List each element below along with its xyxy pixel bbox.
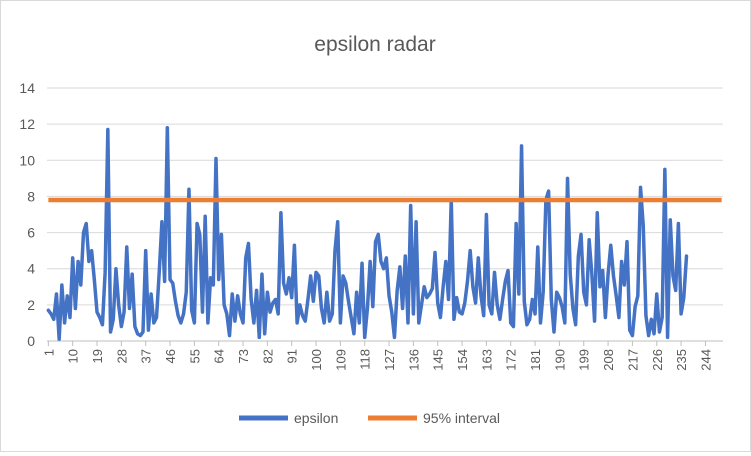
x-tick-label: 163 [479, 349, 494, 371]
x-tick-label: 172 [504, 349, 519, 371]
x-tick-label: 154 [455, 349, 470, 371]
x-tick-label: 91 [285, 349, 300, 363]
y-tick-label: 4 [27, 261, 35, 277]
x-tick-label: 82 [260, 349, 275, 363]
series-layer [46, 126, 722, 341]
x-tick-label: 109 [333, 349, 348, 371]
y-tick-label: 2 [27, 297, 35, 313]
y-tick-label: 14 [19, 80, 35, 96]
legend: epsilon 95% interval [239, 410, 500, 426]
x-tick-label: 226 [650, 349, 665, 371]
y-tick-label: 6 [27, 225, 35, 241]
x-tick-label: 1 [41, 349, 56, 356]
x-tick-label: 217 [625, 349, 640, 371]
x-tick-label: 127 [382, 349, 397, 371]
x-axis-ticks: 1 10 19 28 37 46 55 64 73 82 91 100 109 118 127 136 145 1… [41, 341, 713, 371]
x-tick-label: 118 [358, 349, 373, 370]
x-tick-label: 64 [212, 349, 227, 363]
x-tick-label: 73 [236, 349, 251, 363]
x-tick-label: 208 [601, 349, 616, 371]
x-tick-label: 10 [66, 349, 81, 363]
x-tick-label: 46 [163, 349, 178, 363]
x-tick-label: 244 [698, 349, 713, 371]
x-tick-label: 136 [406, 349, 421, 371]
x-tick-label: 145 [431, 349, 446, 371]
x-tick-label: 28 [114, 349, 129, 363]
legend-label-95-interval: 95% interval [423, 410, 500, 426]
x-tick-label: 181 [528, 349, 543, 371]
x-tick-label: 199 [577, 349, 592, 371]
y-axis-ticks: 0 2 4 6 8 10 12 14 [19, 80, 35, 349]
y-tick-label: 8 [27, 188, 35, 204]
legend-label-epsilon: epsilon [294, 410, 338, 426]
x-tick-label: 100 [309, 349, 324, 371]
x-tick-label: 190 [552, 349, 567, 371]
x-tick-label: 55 [187, 349, 202, 363]
y-tick-label: 12 [19, 116, 35, 132]
x-tick-label: 37 [139, 349, 154, 363]
x-tick-label: 235 [674, 349, 689, 371]
x-tick-label: 19 [90, 349, 105, 363]
series-line-epsilon [46, 126, 689, 341]
y-tick-label: 10 [19, 152, 35, 168]
y-tick-label: 0 [27, 333, 35, 349]
chart-title: epsilon radar [314, 33, 435, 56]
